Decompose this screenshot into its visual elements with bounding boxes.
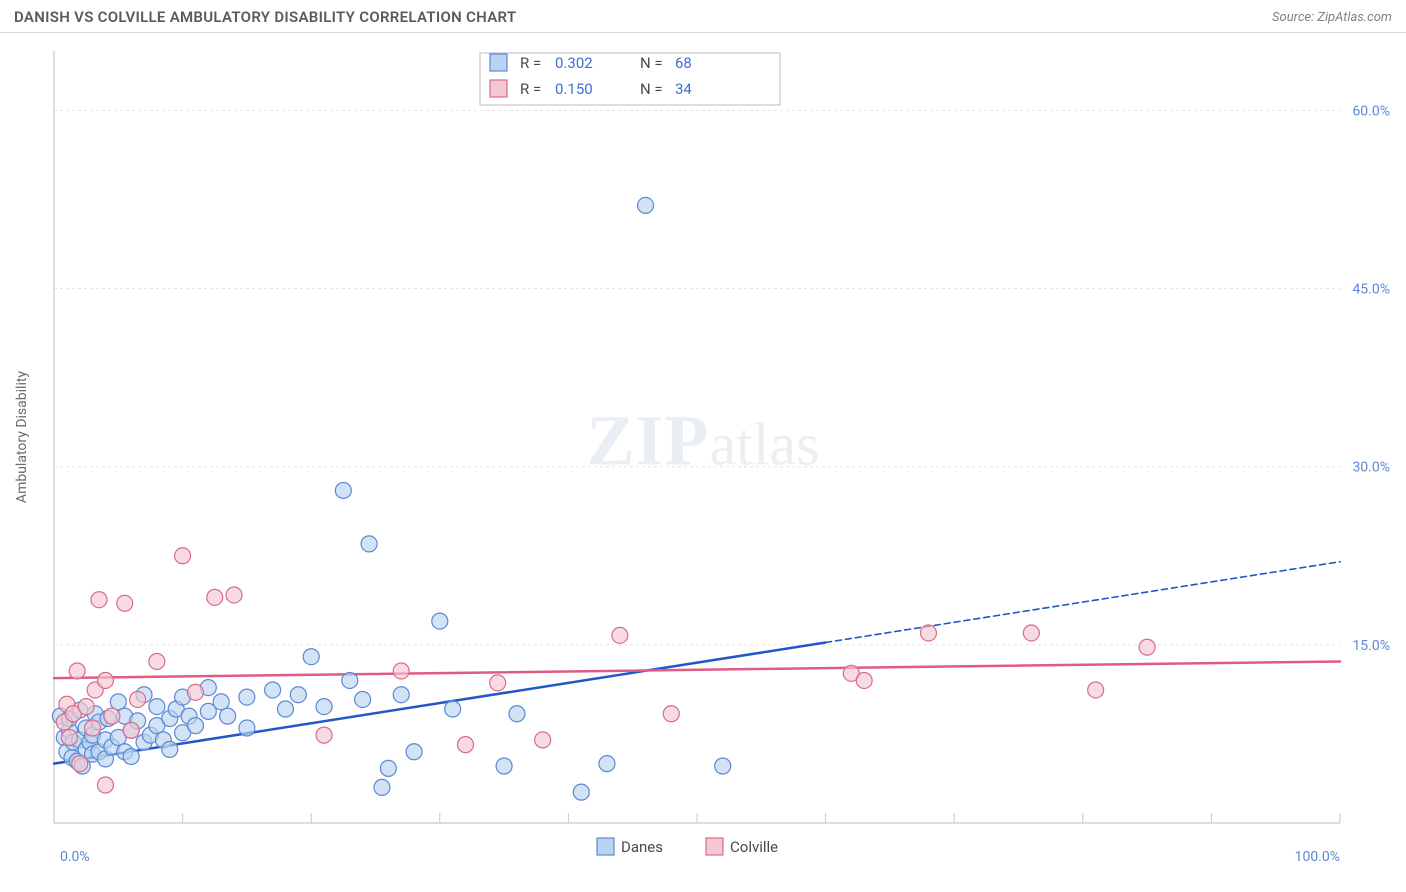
svg-text:30.0%: 30.0% [1352,460,1390,476]
scatter-chart: 15.0% 30.0% 45.0% 60.0% Ambulatory Disabilit… [0,33,1406,883]
svg-text:Danes: Danes [621,838,663,856]
svg-text:0.302: 0.302 [555,54,593,72]
source-attribution: Source: ZipAtlas.com [1272,10,1392,25]
svg-text:15.0%: 15.0% [1352,638,1390,654]
svg-text:R =: R = [520,80,541,98]
svg-text:N =: N = [640,54,663,72]
chart-header: DANISH VS COLVILLE AMBULATORY DISABILITY… [0,0,1406,33]
svg-text:N =: N = [640,80,663,98]
chart-title: DANISH VS COLVILLE AMBULATORY DISABILITY… [14,8,516,26]
svg-text:60.0%: 60.0% [1352,103,1390,119]
svg-text:0.0%: 0.0% [60,849,90,865]
svg-text:100.0%: 100.0% [1295,849,1340,865]
svg-text:Ambulatory Disability: Ambulatory Disability [14,371,30,503]
svg-text:68: 68 [675,54,692,72]
svg-text:Colville: Colville [730,838,778,856]
svg-text:R =: R = [520,54,541,72]
svg-text:45.0%: 45.0% [1352,282,1390,298]
svg-text:34: 34 [675,80,692,98]
svg-text:0.150: 0.150 [555,80,593,98]
chart-area: ZIPatlas 15.0%30.0%45.0%60.0%Ambulatory … [0,33,1406,883]
